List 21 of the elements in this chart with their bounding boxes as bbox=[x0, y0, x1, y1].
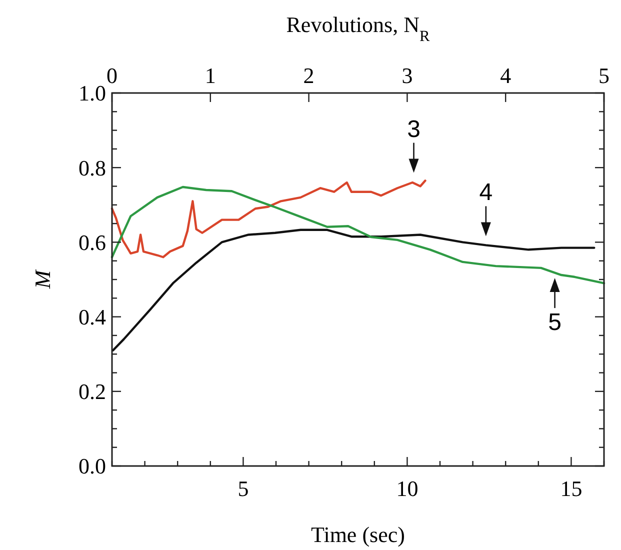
y-tick-label: 1.0 bbox=[78, 80, 106, 106]
x-tick-label: 10 bbox=[396, 476, 418, 501]
y-axis-title: M bbox=[30, 268, 55, 290]
y-tick-label: 0.0 bbox=[78, 454, 106, 479]
y-tick-label: 0.6 bbox=[78, 230, 106, 255]
y-tick-label: 0.4 bbox=[78, 304, 106, 330]
annotation: 4 bbox=[479, 179, 493, 206]
y-tick-label: 0.8 bbox=[78, 155, 106, 180]
x2-tick-label: 5 bbox=[598, 63, 610, 88]
x-tick-label: 15 bbox=[560, 476, 582, 501]
x2-tick-label: 2 bbox=[303, 63, 314, 88]
x2-tick-label: 0 bbox=[106, 63, 118, 88]
x2-tick-label: 4 bbox=[500, 63, 512, 88]
x2-tick-label: 3 bbox=[402, 63, 413, 88]
x2-axis-title: Revolutions, N$_{R}$ bbox=[286, 12, 430, 44]
annotation: 3 bbox=[407, 116, 420, 143]
annotation: 5 bbox=[548, 309, 562, 336]
x2-tick-label: 1 bbox=[204, 63, 216, 88]
x-axis-title: Time (sec) bbox=[311, 522, 405, 547]
x-tick-label: 5 bbox=[238, 476, 249, 501]
y-tick-label: 0.2 bbox=[78, 379, 106, 404]
